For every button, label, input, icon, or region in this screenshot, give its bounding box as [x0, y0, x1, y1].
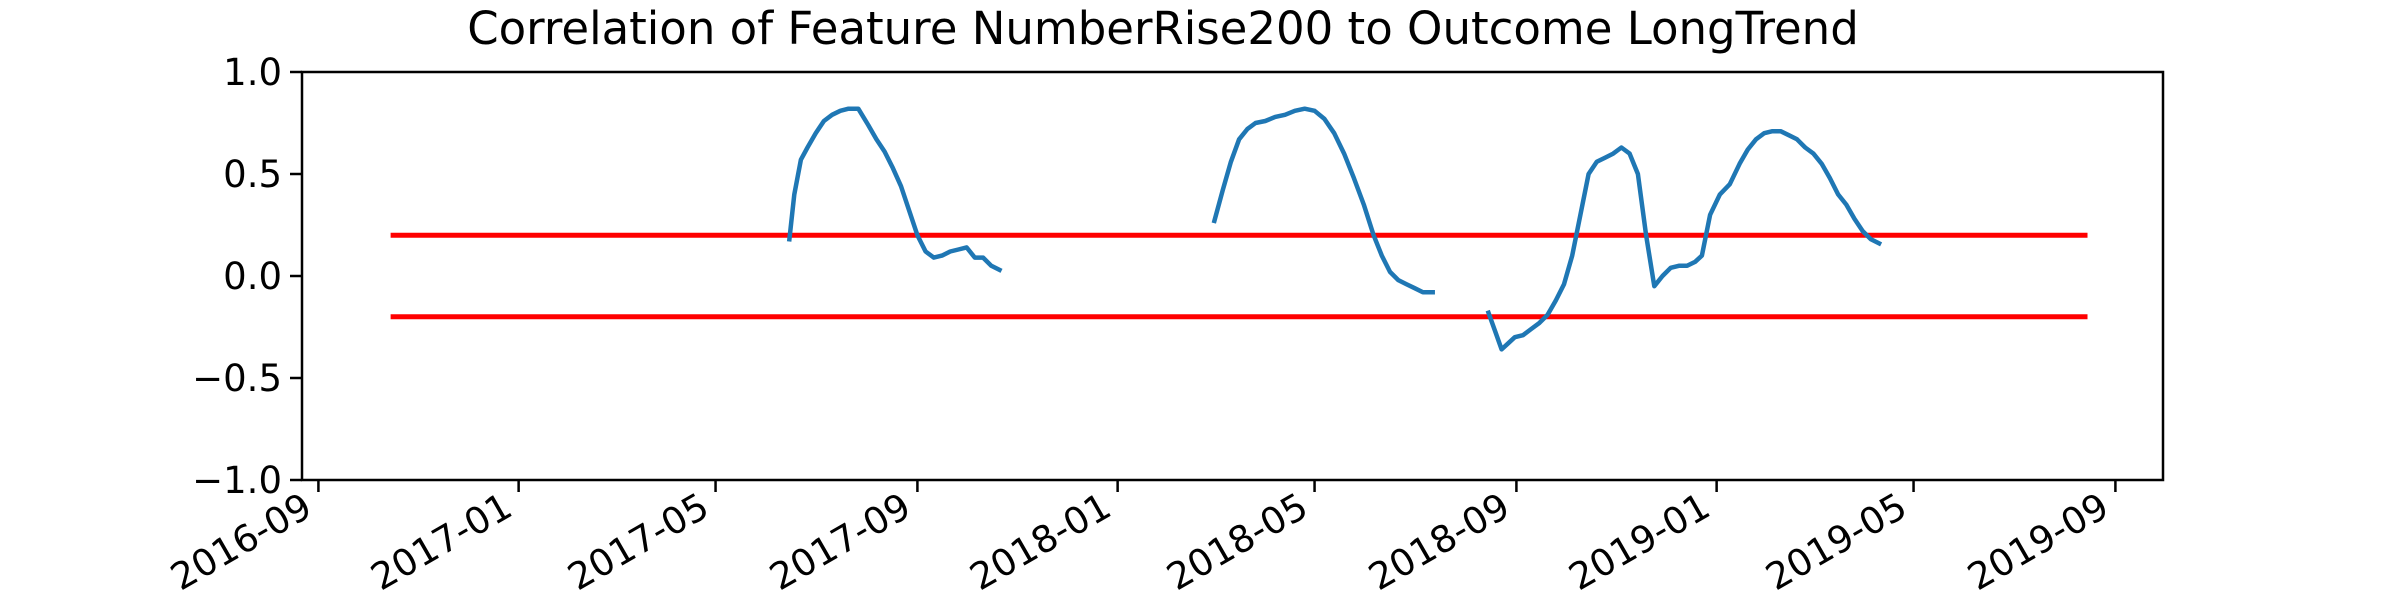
y-tick-label: −1.0: [192, 459, 282, 502]
series-line-segment-3: [1485, 128, 1883, 352]
x-tick-label: 2019-09: [1961, 485, 2116, 600]
chart-title: Correlation of Feature NumberRise200 to …: [467, 2, 1859, 55]
x-tick-label: 2019-05: [1759, 485, 1914, 600]
plot-area: [390, 106, 2088, 352]
plot-frame: [300, 70, 2165, 482]
x-tick-label: 2018-05: [1160, 485, 1315, 600]
x-tick-label: 2017-01: [364, 485, 519, 600]
y-tick-label: 1.0: [223, 51, 282, 94]
series-line-segment-2: [1211, 106, 1435, 295]
x-axis: 2016-09 2017-01 2017-05 2017-09 2018-01 2018-…: [164, 480, 2117, 600]
y-tick-label: −0.5: [192, 357, 282, 400]
x-tick-label: 2017-05: [561, 485, 716, 600]
y-axis: 1.0 0.5 0.0 −0.5 −1.0: [192, 51, 302, 502]
y-tick-label: 0.0: [223, 255, 282, 298]
x-tick-label: 2019-01: [1562, 485, 1717, 600]
x-tick-label: 2017-09: [763, 485, 918, 600]
x-tick-label: 2018-09: [1362, 485, 1517, 600]
y-tick-label: 0.5: [223, 153, 282, 196]
x-tick-label: 2018-01: [963, 485, 1118, 600]
series-line-segment-1: [786, 106, 1003, 273]
